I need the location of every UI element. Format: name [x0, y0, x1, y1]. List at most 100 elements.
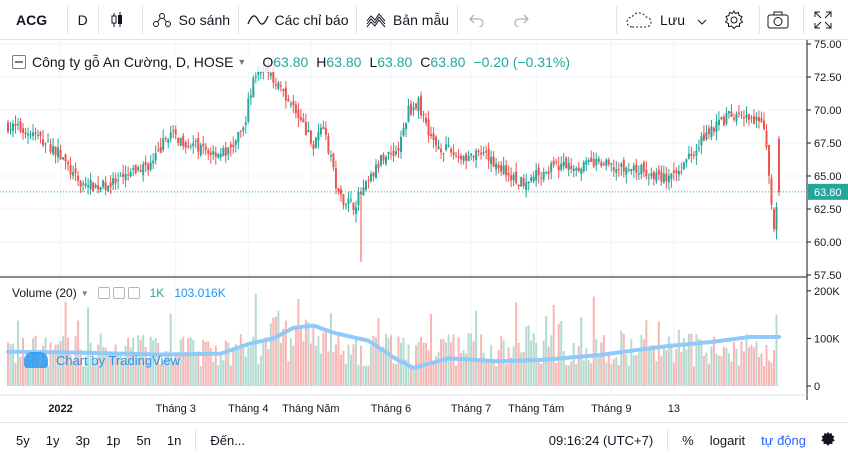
candle-body [605, 159, 608, 166]
price-tick-label: 60.00 [814, 237, 842, 249]
candle-body [164, 137, 167, 139]
candle-body [492, 156, 495, 167]
volume-bar [337, 334, 340, 386]
candle-body [224, 147, 227, 156]
candle-body [79, 181, 82, 187]
settings-button[interactable] [715, 0, 759, 40]
goto-date-button[interactable]: Đến... [210, 432, 246, 448]
price-tick-label: 57.50 [814, 270, 842, 282]
candle-body [552, 160, 555, 165]
chart-grid [0, 40, 807, 395]
visibility-icon[interactable] [97, 287, 110, 299]
volume-bar [600, 342, 603, 386]
candle-body [27, 133, 30, 136]
volume-ma-line [6, 323, 781, 371]
templates-button[interactable]: Bản mẫu [357, 0, 457, 40]
volume-bar [249, 346, 252, 386]
volume-bar [352, 344, 355, 386]
candle-body [620, 163, 623, 167]
chart-style-button[interactable] [98, 0, 142, 40]
volume-bar [104, 347, 107, 386]
candle-body [352, 202, 355, 211]
top-toolbar: ACG D So sánh Các chỉ báo [0, 0, 848, 40]
candle-body [622, 159, 625, 172]
range-1m[interactable]: 1p [105, 432, 121, 448]
volume-title[interactable]: Volume (20) [12, 286, 77, 300]
candle-body [447, 145, 450, 147]
candle-body [344, 204, 347, 206]
symbol-search-button[interactable]: ACG [0, 0, 67, 40]
candle-body [615, 169, 618, 174]
undo-button[interactable] [458, 0, 502, 40]
range-5y[interactable]: 5y [16, 432, 30, 448]
indicators-button[interactable]: Các chỉ báo [239, 0, 357, 40]
screenshot-button[interactable] [759, 0, 803, 40]
interval-button[interactable]: D [68, 0, 98, 40]
gear-icon[interactable] [814, 431, 848, 450]
range-1d[interactable]: 1n [166, 432, 182, 448]
volume-bar [745, 334, 748, 386]
series-title[interactable]: Công ty gỗ An Cường, D, HOSE [32, 54, 234, 70]
volume-bar [632, 355, 635, 386]
collapse-legend-icon[interactable] [12, 55, 26, 69]
range-5d[interactable]: 5n [136, 432, 151, 448]
volume-bar [512, 346, 515, 386]
volume-bar [204, 341, 207, 386]
candle-body [465, 153, 468, 161]
compare-button[interactable]: So sánh [143, 0, 238, 40]
log-scale-toggle[interactable]: logarit [709, 432, 746, 448]
caret-down-icon[interactable]: ▼ [80, 288, 89, 298]
volume-bar [12, 343, 15, 386]
candle-body [317, 132, 320, 141]
candle-body [715, 121, 718, 133]
volume-bar [322, 332, 325, 386]
more-icon[interactable] [127, 287, 140, 299]
tradingview-watermark[interactable]: Chart by TradingView [24, 352, 180, 368]
chart-canvas[interactable]: 75.00 72.50 70.00 67.50 65.00 62.50 60.00 57.50… [0, 40, 848, 422]
volume-bar [219, 351, 222, 386]
candle-body [677, 171, 680, 175]
candle-body [139, 170, 142, 173]
candle-body [194, 140, 197, 142]
candle-body [680, 171, 683, 173]
volume-bar [364, 365, 367, 386]
candle-body [269, 72, 272, 77]
volume-bar [187, 338, 190, 386]
auto-scale-toggle[interactable]: tự động [761, 432, 806, 448]
candle-body [277, 82, 280, 89]
fullscreen-button[interactable] [804, 0, 848, 40]
volume-bar [597, 355, 600, 386]
candle-body [432, 133, 435, 141]
candle-body [482, 152, 485, 154]
candle-body [339, 188, 342, 195]
volume-bar [267, 349, 270, 386]
range-1y[interactable]: 1y [45, 432, 60, 448]
candle-body [122, 173, 125, 177]
settings-icon[interactable] [112, 287, 125, 299]
redo-button[interactable] [502, 0, 546, 40]
save-button[interactable]: Lưu [616, 0, 715, 40]
price-tick-label: 75.00 [814, 40, 842, 51]
volume-bar [775, 314, 778, 386]
candle-body [187, 145, 190, 147]
volume-bar [294, 326, 297, 386]
volume-bar [700, 339, 703, 386]
volume-bar [462, 350, 465, 386]
volume-bar [752, 347, 755, 386]
volume-bar [362, 365, 365, 386]
volume-bar [567, 365, 570, 386]
volume-bar [710, 346, 713, 386]
volume-bar [702, 355, 705, 386]
percent-scale-toggle[interactable]: % [682, 432, 694, 448]
volume-bar [107, 353, 110, 386]
range-3m[interactable]: 3p [75, 432, 90, 448]
candle-body [234, 140, 237, 145]
caret-down-icon[interactable]: ▼ [237, 57, 247, 67]
volume-bar [157, 342, 160, 386]
volume-bar [535, 342, 538, 386]
volume-bar [505, 363, 508, 386]
candle-body [467, 155, 470, 162]
volume-value: 1K [149, 286, 165, 300]
volume-bar [722, 346, 725, 386]
timezone-clock[interactable]: 09:16:24 (UTC+7) [548, 432, 654, 448]
